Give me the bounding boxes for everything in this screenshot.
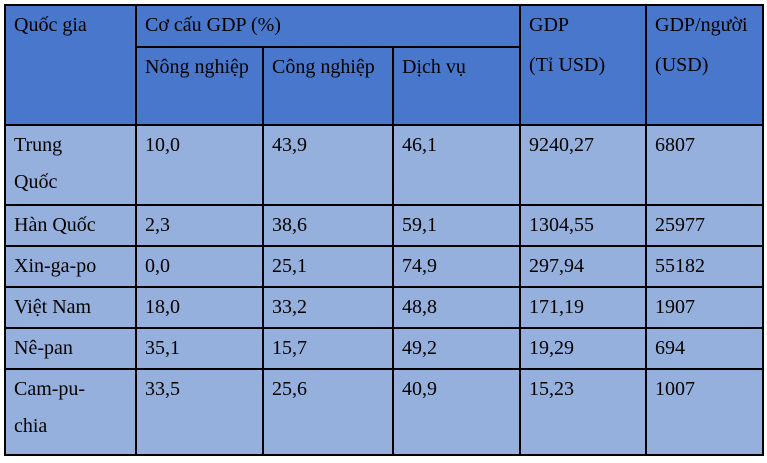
industry-cell: 33,2	[262, 286, 394, 329]
country-cell: Nê-pan	[4, 327, 137, 370]
country-label: Xin-ga-po	[14, 255, 97, 277]
industry-cell: 38,6	[262, 204, 394, 247]
header-services-cell: Dịch vụ	[391, 46, 522, 126]
industry-cell: 43,9	[262, 124, 394, 206]
agriculture-cell: 2,3	[135, 204, 264, 247]
services-cell: 74,9	[391, 245, 522, 288]
gdp-cell: 1304,55	[519, 204, 648, 247]
gdp-structure-table: Quốc gia Cơ cấu GDP (%) GDP (Tỉ USD) GDP…	[4, 4, 765, 456]
table-row-xin-ga-po: Xin-ga-po 0,0 25,1 74,9 297,94 55182	[4, 245, 765, 288]
country-label: Hàn Quốc	[14, 214, 96, 236]
header-row-sub: Nông nghiệp Công nghiệp Dịch vụ	[5, 46, 763, 126]
agriculture-cell: 33,5	[135, 368, 264, 456]
gdp-cell: 19,29	[519, 327, 648, 370]
gdp-cell: 15,23	[519, 368, 648, 456]
header-country-cell: Quốc gia	[4, 4, 137, 126]
header-gdp-per-capita-cell: GDP/người (USD)	[645, 4, 765, 126]
industry-cell: 25,1	[262, 245, 394, 288]
agriculture-cell: 0,0	[135, 245, 264, 288]
gdp-per-capita-cell: 6807	[645, 124, 765, 206]
agriculture-cell: 10,0	[135, 124, 264, 206]
country-label: Trung Quốc	[14, 134, 63, 193]
header-agriculture-cell: Nông nghiệp	[135, 46, 264, 126]
country-cell: Hàn Quốc	[4, 204, 137, 247]
header-industry-label: Công nghiệp	[272, 56, 375, 78]
header-agriculture-label: Nông nghiệp	[145, 56, 249, 78]
gdp-cell: 297,94	[519, 245, 648, 288]
gdp-per-capita-cell: 1907	[645, 286, 765, 329]
header-industry-cell: Công nghiệp	[262, 46, 394, 126]
table-row-cam-pu-chia: Cam-pu-chia 33,5 25,6 40,9 15,23 1007	[4, 368, 765, 456]
header-gdp-structure-label: Cơ cấu GDP (%)	[145, 14, 281, 36]
industry-cell: 25,6	[262, 368, 394, 456]
gdp-per-capita-cell: 55182	[645, 245, 765, 288]
agriculture-cell: 18,0	[135, 286, 264, 329]
industry-cell: 15,7	[262, 327, 394, 370]
header-gdp-structure-cell: Cơ cấu GDP (%)	[134, 4, 522, 48]
header-gdp-per-capita-unit-label: (USD)	[655, 54, 709, 76]
services-cell: 59,1	[391, 204, 522, 247]
services-cell: 49,2	[391, 327, 522, 370]
services-cell: 48,8	[391, 286, 522, 329]
header-gdp-unit-label: (Tỉ USD)	[529, 54, 606, 76]
table-row-viet-nam: Việt Nam 18,0 33,2 48,8 171,19 1907	[4, 286, 765, 329]
services-cell: 40,9	[391, 368, 522, 456]
gdp-per-capita-cell: 1007	[645, 368, 765, 456]
table-row-han-quoc: Hàn Quốc 2,3 38,6 59,1 1304,55 25977	[4, 204, 765, 247]
gdp-per-capita-cell: 25977	[645, 204, 765, 247]
gdp-per-capita-cell: 694	[645, 327, 765, 370]
table-row-ne-pan: Nê-pan 35,1 15,7 49,2 19,29 694	[4, 327, 765, 370]
country-label: Nê-pan	[14, 337, 73, 359]
gdp-cell: 171,19	[519, 286, 648, 329]
header-row-top: Quốc gia Cơ cấu GDP (%) GDP (Tỉ USD) GDP…	[4, 4, 765, 126]
header-gdp-per-capita-label: GDP/người	[655, 14, 748, 36]
gdp-cell: 9240,27	[519, 124, 648, 206]
country-cell: Cam-pu-chia	[4, 368, 137, 456]
country-label: Cam-pu-chia	[14, 378, 86, 437]
country-label: Việt Nam	[14, 296, 92, 318]
agriculture-cell: 35,1	[135, 327, 264, 370]
table-row-trung-quoc: Trung Quốc 10,0 43,9 46,1 9240,27 6807	[4, 124, 765, 206]
services-cell: 46,1	[391, 124, 522, 206]
header-gdp-cell: GDP (Tỉ USD)	[519, 4, 648, 126]
country-cell: Việt Nam	[4, 286, 137, 329]
header-services-label: Dịch vụ	[402, 56, 466, 78]
header-country-label: Quốc gia	[14, 14, 87, 36]
header-gdp-label: GDP	[529, 14, 570, 36]
country-cell: Trung Quốc	[4, 124, 137, 206]
country-cell: Xin-ga-po	[4, 245, 137, 288]
